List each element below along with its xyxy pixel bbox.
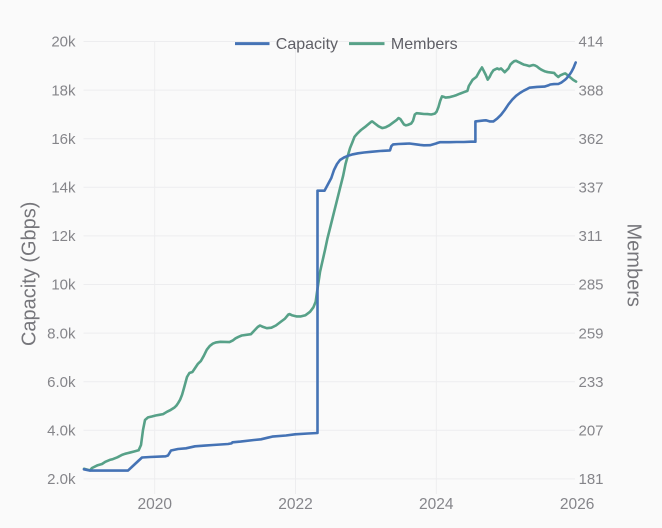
svg-text:2.0k: 2.0k: [47, 471, 76, 488]
svg-text:337: 337: [579, 180, 604, 197]
svg-text:285: 285: [579, 277, 604, 294]
svg-text:18k: 18k: [51, 82, 76, 99]
svg-text:Members: Members: [623, 224, 645, 307]
svg-text:362: 362: [579, 131, 604, 148]
svg-text:2022: 2022: [278, 496, 312, 513]
svg-text:414: 414: [579, 34, 604, 51]
svg-text:Capacity: Capacity: [276, 36, 338, 53]
svg-text:207: 207: [579, 423, 604, 440]
svg-text:10k: 10k: [51, 277, 76, 294]
svg-text:16k: 16k: [51, 131, 76, 148]
svg-text:4.0k: 4.0k: [47, 423, 76, 440]
svg-text:12k: 12k: [51, 228, 76, 245]
svg-text:Members: Members: [391, 36, 458, 53]
svg-text:20k: 20k: [51, 34, 76, 51]
svg-text:311: 311: [579, 228, 603, 245]
svg-text:388: 388: [579, 82, 604, 99]
svg-text:Capacity (Gbps): Capacity (Gbps): [19, 202, 41, 346]
svg-text:2024: 2024: [419, 496, 454, 513]
svg-text:14k: 14k: [51, 180, 76, 197]
svg-text:2020: 2020: [137, 496, 172, 513]
svg-text:8.0k: 8.0k: [47, 325, 76, 342]
svg-text:181: 181: [579, 471, 604, 488]
svg-text:233: 233: [579, 374, 604, 391]
svg-text:259: 259: [579, 325, 604, 342]
svg-text:6.0k: 6.0k: [47, 374, 76, 391]
svg-text:2026: 2026: [560, 496, 594, 513]
